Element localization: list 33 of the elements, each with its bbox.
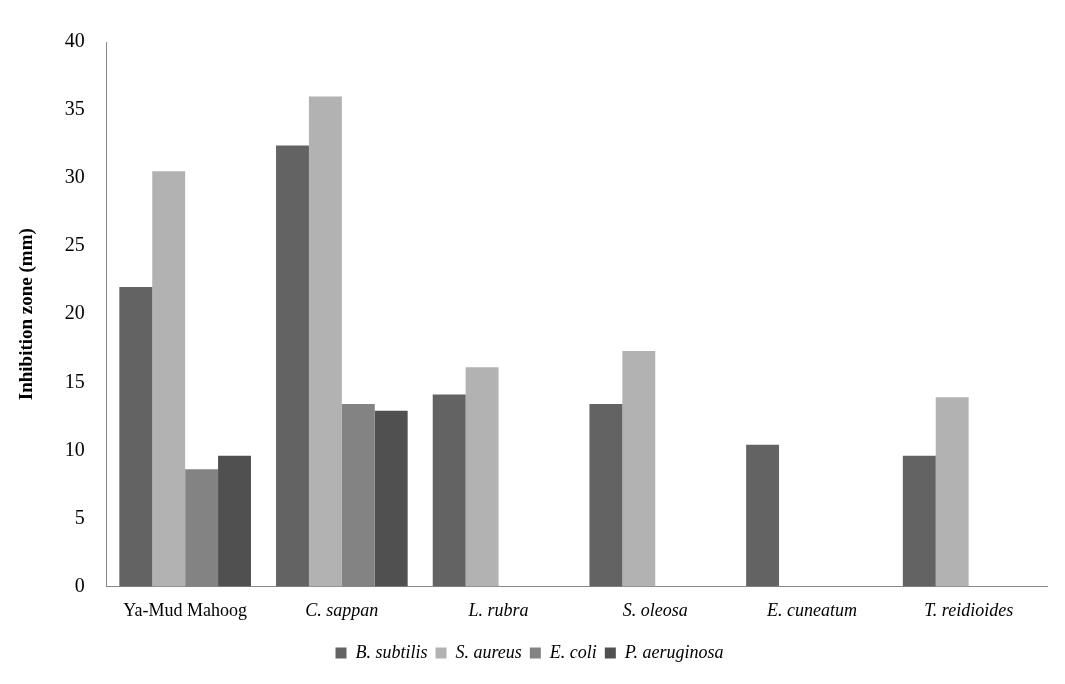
y-axis-title: Inhibition zone (mm) [15,228,38,401]
y-tick-label: 25 [64,233,85,256]
bar [589,404,623,587]
bar [374,410,408,587]
bar [218,455,251,587]
bar [276,145,309,587]
y-tick-label: 5 [74,505,85,528]
x-tick-label: E. cuneatum [765,599,857,620]
y-tick-label: 10 [64,437,85,460]
x-tick-label: C. sappan [305,599,379,620]
y-tick-label: 20 [64,301,85,324]
x-tick-label: L. rubra [467,599,529,620]
bar [935,397,969,587]
x-tick-label: Ya-Mud Mahoog [123,599,247,620]
bar [119,286,153,587]
y-tick-label: 30 [64,165,85,188]
legend-label: B. subtilis [355,641,428,662]
legend-label: S. aureus [455,641,522,662]
y-tick-label: 35 [64,97,85,120]
bar [308,96,342,587]
bar [432,394,466,587]
y-tick-label: 0 [74,573,85,596]
bar [152,171,186,587]
y-tick-label: 40 [64,29,85,52]
x-tick-label: T. reidioides [924,599,1014,620]
legend-label: P. aeruginosa [623,641,724,662]
bar [902,455,936,587]
x-tick-label: S. oleosa [622,599,688,620]
y-tick-label: 15 [64,369,85,392]
bar [622,350,656,587]
legend-label: E. coli [548,641,597,662]
bar [746,444,780,587]
bar [465,367,499,587]
